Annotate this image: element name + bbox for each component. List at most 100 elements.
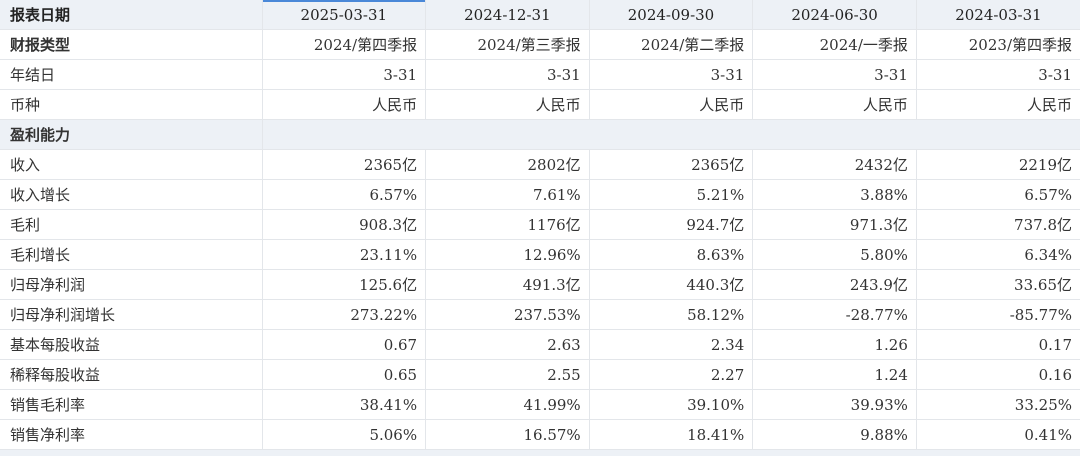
cell-value: 人民币 — [916, 90, 1080, 120]
date-column-header[interactable]: 2024-09-30 — [589, 0, 753, 30]
cell-value: 3-31 — [589, 60, 753, 90]
cell-value: 2024/第四季报 — [262, 30, 426, 60]
cell-value: 908.3亿 — [262, 210, 426, 240]
fiscal-year-end-row: 年结日 3-31 3-31 3-31 3-31 3-31 — [0, 60, 1080, 90]
cell-value: 737.8亿 — [916, 210, 1080, 240]
cell-value: 2802亿 — [426, 150, 590, 180]
row-label: 销售毛利率 — [0, 390, 262, 420]
cell-value: 6.57% — [916, 180, 1080, 210]
row-label: 币种 — [0, 90, 262, 120]
cell-value: 33.65亿 — [916, 270, 1080, 300]
cell-value: 0.17 — [916, 330, 1080, 360]
cell-value: 5.21% — [589, 180, 753, 210]
cell-value: 人民币 — [426, 90, 590, 120]
cell-value: 2432亿 — [753, 150, 917, 180]
cell-value: 3-31 — [426, 60, 590, 90]
cell-value: 924.7亿 — [589, 210, 753, 240]
cell-value: 2023/第四季报 — [916, 30, 1080, 60]
cell-value: 0.67 — [262, 330, 426, 360]
row-label: 归母净利润增长 — [0, 300, 262, 330]
table-footer-strip — [0, 450, 1080, 456]
date-column-header[interactable]: 2024-06-30 — [753, 0, 917, 30]
cell-value: 58.12% — [589, 300, 753, 330]
cell-value: -85.77% — [916, 300, 1080, 330]
cell-value: 6.34% — [916, 240, 1080, 270]
row-label: 销售净利率 — [0, 420, 262, 450]
cell-value: 2.34 — [589, 330, 753, 360]
row-label: 毛利增长 — [0, 240, 262, 270]
cell-value: 2219亿 — [916, 150, 1080, 180]
cell-value: 1.24 — [753, 360, 917, 390]
cell-value: 0.65 — [262, 360, 426, 390]
cell-value: 8.63% — [589, 240, 753, 270]
cell-value: 人民币 — [262, 90, 426, 120]
cell-value: 1.26 — [753, 330, 917, 360]
cell-value: 2024/一季报 — [753, 30, 917, 60]
row-label: 归母净利润 — [0, 270, 262, 300]
cell-value: 12.96% — [426, 240, 590, 270]
cell-value: 39.93% — [753, 390, 917, 420]
row-label: 收入增长 — [0, 180, 262, 210]
cell-value: 38.41% — [262, 390, 426, 420]
cell-value: 3.88% — [753, 180, 917, 210]
cell-value: 237.53% — [426, 300, 590, 330]
section-title: 盈利能力 — [0, 120, 262, 150]
date-column-header[interactable]: 2024-12-31 — [426, 0, 590, 30]
cell-value: 3-31 — [753, 60, 917, 90]
cell-value: 0.16 — [916, 360, 1080, 390]
cell-value: 5.80% — [753, 240, 917, 270]
cell-value: 人民币 — [589, 90, 753, 120]
cell-value: 41.99% — [426, 390, 590, 420]
currency-row: 币种 人民币 人民币 人民币 人民币 人民币 — [0, 90, 1080, 120]
cell-value: 440.3亿 — [589, 270, 753, 300]
row-label: 毛利 — [0, 210, 262, 240]
row-label: 收入 — [0, 150, 262, 180]
cell-value: 0.41% — [916, 420, 1080, 450]
cell-value: 23.11% — [262, 240, 426, 270]
cell-value: 2.63 — [426, 330, 590, 360]
cell-value: 3-31 — [262, 60, 426, 90]
cell-value: 273.22% — [262, 300, 426, 330]
cell-value: 33.25% — [916, 390, 1080, 420]
cell-value: 2.27 — [589, 360, 753, 390]
row-label: 基本每股收益 — [0, 330, 262, 360]
report-type-row: 财报类型 2024/第四季报 2024/第三季报 2024/第二季报 2024/… — [0, 30, 1080, 60]
cell-value: 1176亿 — [426, 210, 590, 240]
date-column-header[interactable]: 2024-03-31 — [916, 0, 1080, 30]
cell-value: 2024/第三季报 — [426, 30, 590, 60]
cell-value: 5.06% — [262, 420, 426, 450]
row-label: 年结日 — [0, 60, 262, 90]
cell-value: 243.9亿 — [753, 270, 917, 300]
report-date-header: 报表日期 — [0, 0, 262, 30]
section-header-profitability: 盈利能力 — [0, 120, 1080, 150]
cell-value: 39.10% — [589, 390, 753, 420]
cell-value: 125.6亿 — [262, 270, 426, 300]
cell-value: 16.57% — [426, 420, 590, 450]
cell-value: 2365亿 — [262, 150, 426, 180]
cell-value: 2024/第二季报 — [589, 30, 753, 60]
cell-value: 3-31 — [916, 60, 1080, 90]
cell-value: 2.55 — [426, 360, 590, 390]
footer-spacer — [0, 450, 1080, 456]
cell-value: 491.3亿 — [426, 270, 590, 300]
row-label: 稀释每股收益 — [0, 360, 262, 390]
section-spacer — [262, 120, 1080, 150]
cell-value: 9.88% — [753, 420, 917, 450]
cell-value: 人民币 — [753, 90, 917, 120]
date-column-header[interactable]: 2025-03-31 — [262, 0, 426, 30]
row-label: 财报类型 — [0, 30, 262, 60]
cell-value: -28.77% — [753, 300, 917, 330]
cell-value: 18.41% — [589, 420, 753, 450]
header-row: 报表日期 2025-03-31 2024-12-31 2024-09-30 20… — [0, 0, 1080, 30]
cell-value: 7.61% — [426, 180, 590, 210]
